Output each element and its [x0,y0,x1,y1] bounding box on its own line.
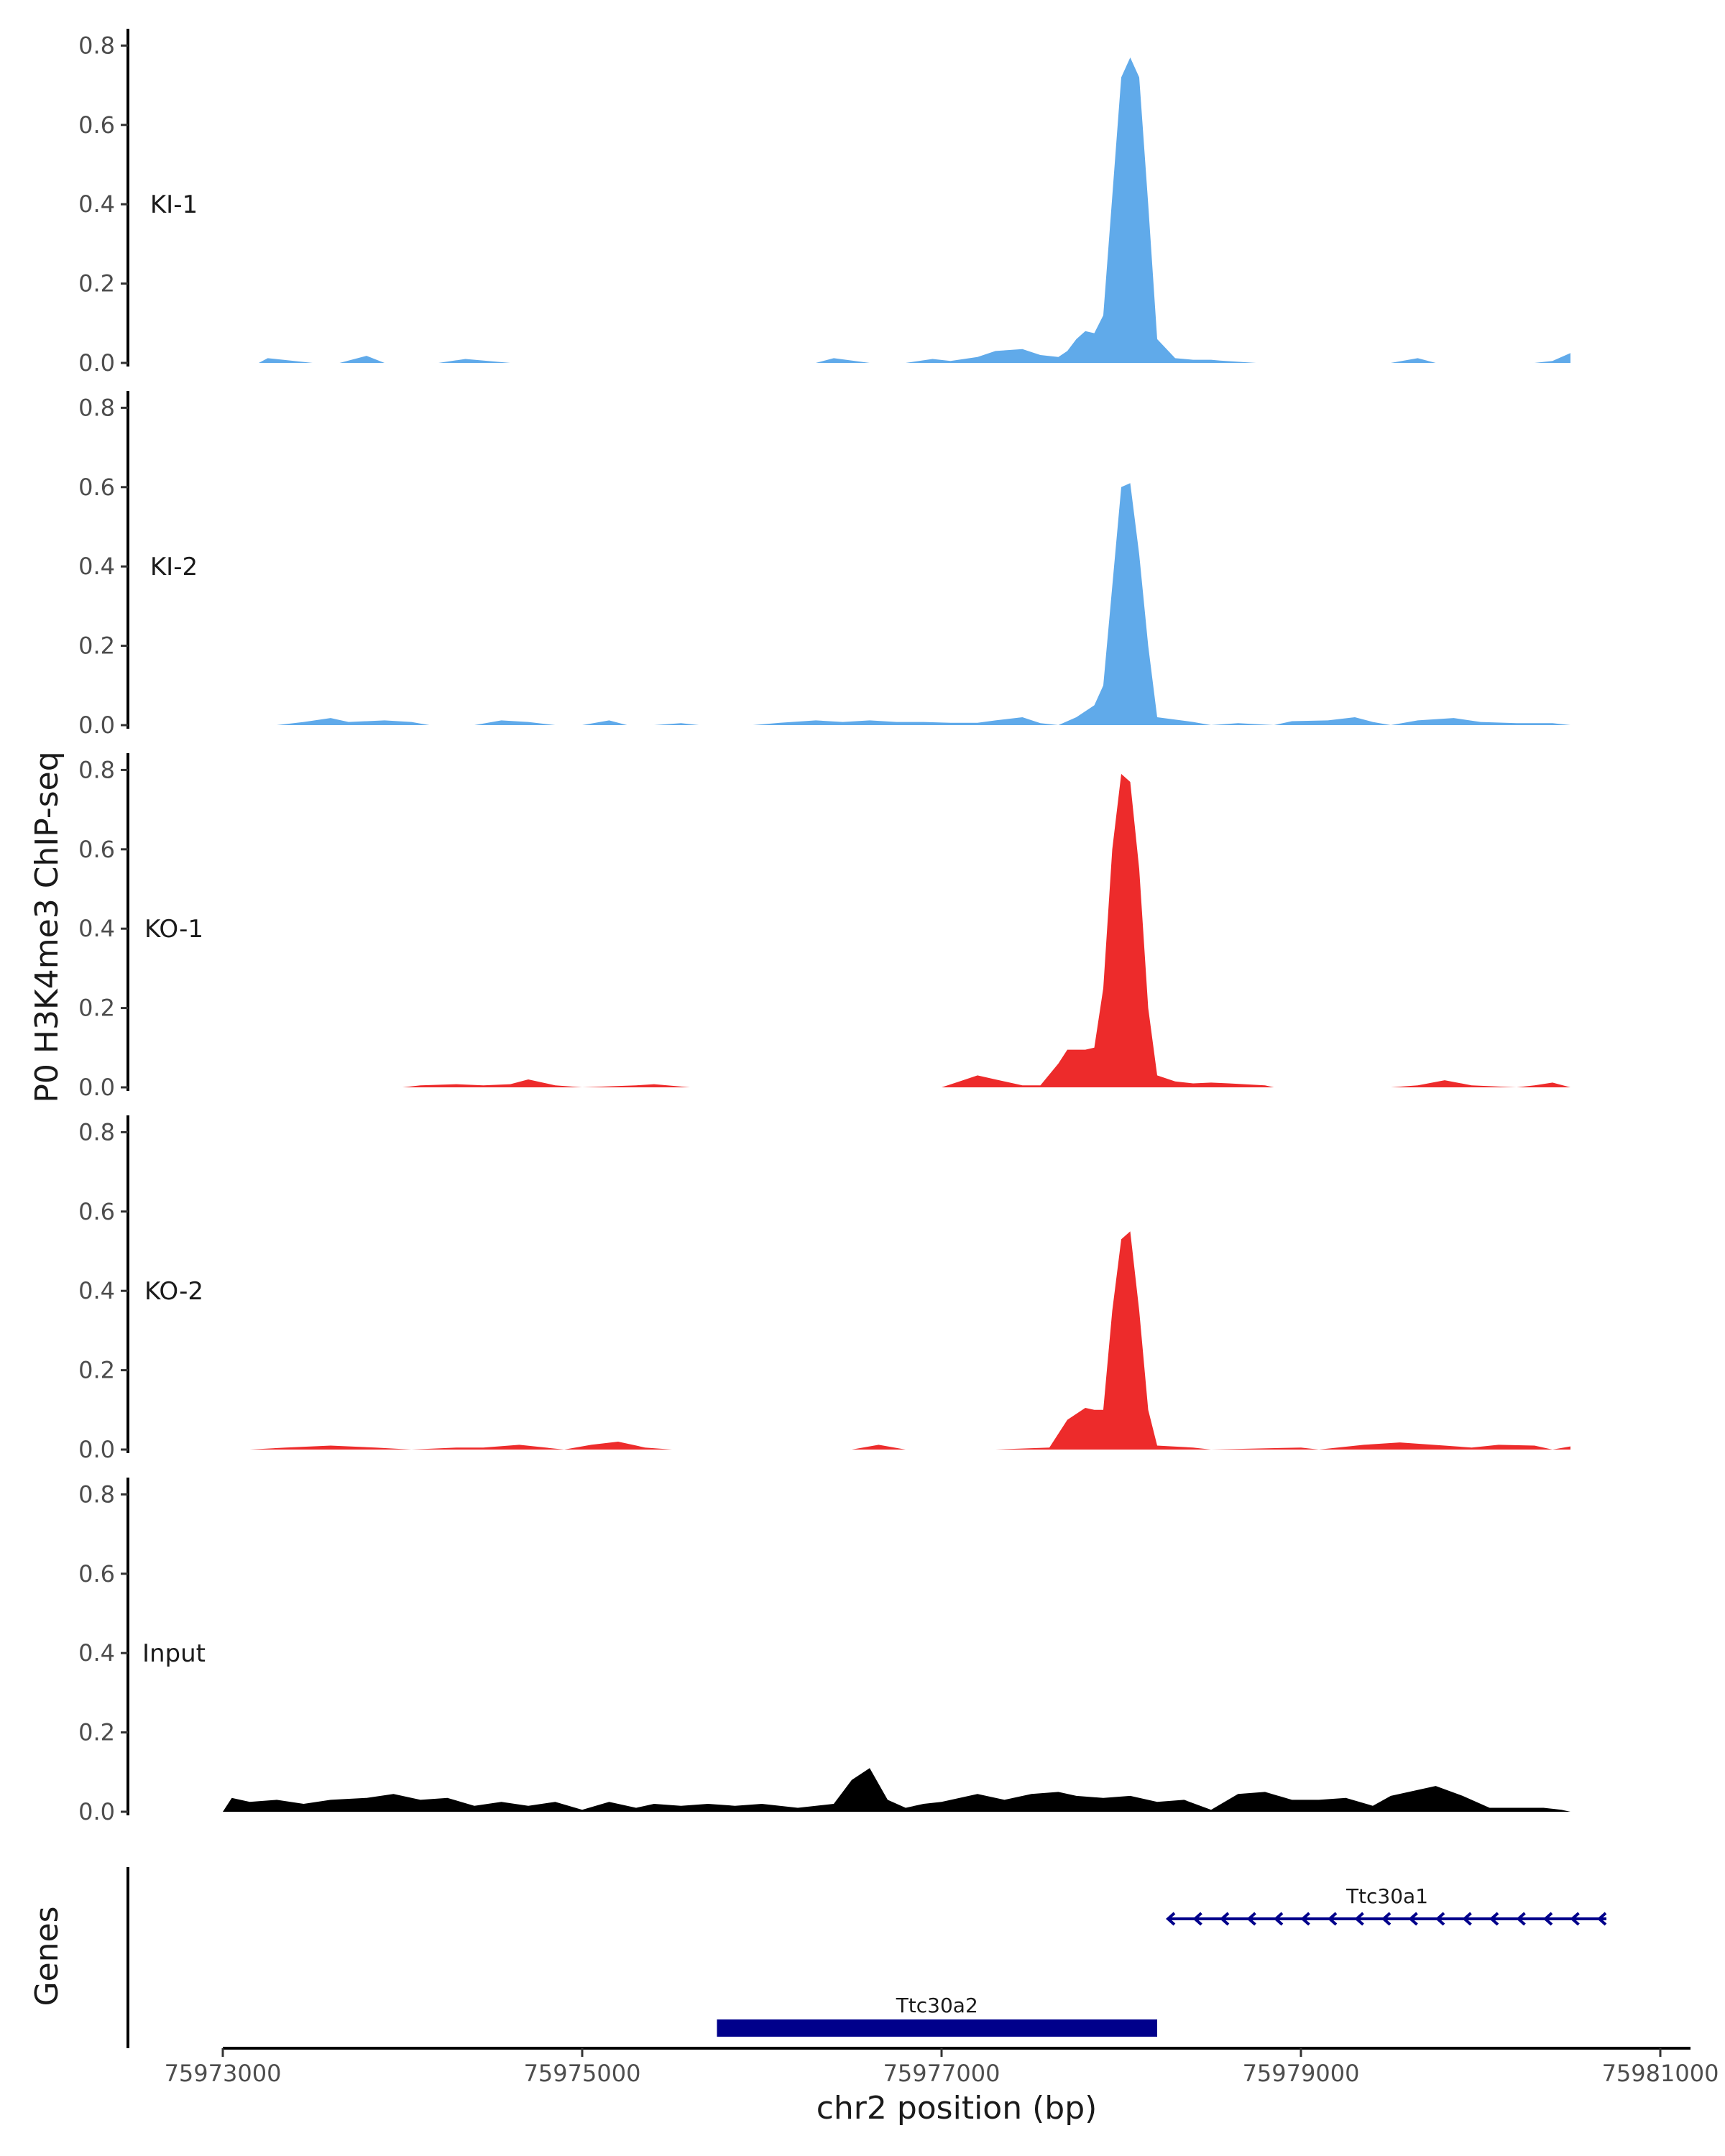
track-label: KO-1 [144,915,203,944]
y-tick-label: 0.8 [78,394,115,421]
gene-marks: Ttc30a1 Ttc30a2 [717,1884,1607,2037]
x-axis: 75973000 75975000 75977000 75979000 75981000… [165,2047,1719,2127]
y-tick-label: 0.4 [78,915,115,942]
x-tick-label: 75977000 [883,2060,1000,2087]
y-tick-label: 0.8 [78,756,115,783]
signal-area-ki-1 [223,57,1570,363]
signal-area-input [223,1768,1570,1812]
y-tick-label: 0.6 [78,111,115,139]
strand-arrow [1435,1912,1445,1926]
strand-arrow [1489,1912,1499,1926]
strand-arrow [1408,1912,1418,1926]
genes-panel: Genes Ttc30a1 Ttc30a2 [29,1867,1607,2048]
y-tick-label: 0.4 [78,1277,115,1304]
strand-arrow [1516,1912,1526,1926]
y-tick-label: 0.0 [78,349,115,377]
strand-arrow [1596,1912,1607,1926]
y-tick-label: 0.2 [78,1719,115,1746]
strand-arrow [1462,1912,1472,1926]
gene-ttc30a1: Ttc30a1 [1165,1884,1607,1926]
track-label: KI-1 [150,190,198,219]
signal-area-ko-2 [223,1231,1570,1450]
y-tick-label: 0.4 [78,553,115,580]
signal-area-ko-1 [223,773,1570,1087]
track-ki-1: 0.0 0.2 0.4 0.6 0.8 KI-1 [78,29,1570,377]
gene-ttc30a2: Ttc30a2 [717,1994,1157,2037]
strand-arrow [1381,1912,1392,1926]
y-tick-label: 0.8 [78,32,115,59]
x-axis-title: chr2 position (bp) [816,2090,1098,2127]
x-tick-label: 75979000 [1243,2060,1360,2087]
y-tick-label: 0.8 [78,1480,115,1508]
y-tick-label: 0.6 [78,1198,115,1225]
gene-label: Ttc30a1 [1346,1884,1428,1908]
signal-area-ki-2 [223,483,1570,725]
y-tick-label: 0.2 [78,1357,115,1384]
strand-arrow [1327,1912,1338,1926]
track-ko-1: 0.0 0.2 0.4 0.6 0.8 KO-1 [78,753,1570,1101]
track-input: 0.0 0.2 0.4 0.6 0.8 Input [78,1478,1570,1825]
x-tick-label: 75975000 [524,2060,641,2087]
y-tick-label: 0.0 [78,1798,115,1825]
track-ko-2: 0.0 0.2 0.4 0.6 0.8 KO-2 [78,1115,1570,1463]
strand-arrow [1192,1912,1202,1926]
y-tick-label: 0.0 [78,711,115,739]
strand-arrow [1165,1912,1176,1926]
y-tick-label: 0.2 [78,270,115,298]
y-tick-label: 0.2 [78,632,115,660]
track-label: Input [142,1639,206,1668]
x-ticks: 75973000 75975000 75977000 75979000 75981000 [165,2048,1719,2087]
y-tick-label: 0.0 [78,1074,115,1101]
strand-arrow [1542,1912,1553,1926]
x-tick-label: 75981000 [1602,2060,1719,2087]
y-tick-label: 0.6 [78,474,115,501]
track-ki-2: 0.0 0.2 0.4 0.6 0.8 KI-2 [78,391,1570,739]
strand-arrow [1219,1912,1230,1926]
y-tick-label: 0.8 [78,1118,115,1146]
strand-arrow [1300,1912,1310,1926]
strand-arrow [1354,1912,1364,1926]
y-tick-label: 0.4 [78,190,115,218]
y-tick-label: 0.0 [78,1436,115,1463]
gene-label: Ttc30a2 [896,1994,978,2017]
y-tick-label: 0.2 [78,995,115,1022]
y-tick-label: 0.6 [78,1560,115,1588]
track-label: KI-2 [150,553,198,581]
y-tick-label: 0.4 [78,1639,115,1667]
strand-arrow [1273,1912,1284,1926]
gene-body [717,2019,1157,2037]
x-tick-label: 75973000 [165,2060,282,2087]
strand-arrow [1570,1912,1580,1926]
genes-axis-title: Genes [29,1906,65,2006]
y-axis-title: P0 H3K4me3 ChIP-seq [29,751,65,1102]
track-label: KO-2 [144,1277,203,1306]
y-tick-label: 0.6 [78,836,115,863]
signal-tracks: 0.00.20.40.60.8KI-10.00.20.40.60.8KI-20.… [78,29,1570,1825]
strand-arrow [1246,1912,1256,1926]
